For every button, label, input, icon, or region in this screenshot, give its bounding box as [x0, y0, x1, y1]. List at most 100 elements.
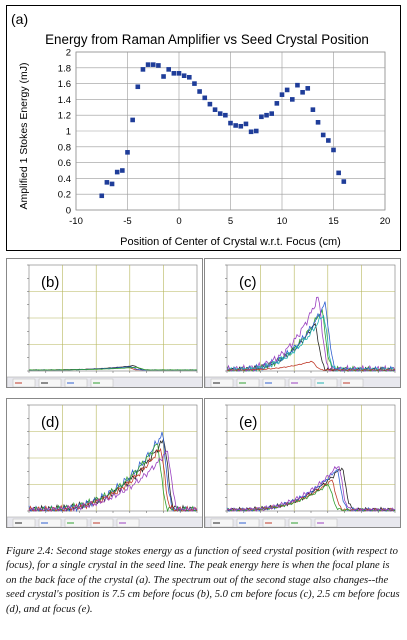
data-point: [228, 120, 233, 126]
legend-swatch-box: [210, 378, 234, 387]
spectrum-series-line: [226, 301, 396, 372]
data-point: [176, 71, 182, 76]
data-point: [217, 111, 223, 116]
y-tick-label: 2: [66, 48, 71, 59]
legend-swatch-box: [12, 518, 36, 527]
spectrum-series-line: [28, 450, 198, 512]
spectrum-series-line: [226, 314, 396, 372]
data-point: [341, 179, 347, 184]
legend-swatch-box: [116, 518, 140, 527]
data-point: [181, 73, 187, 78]
x-tick-label: 5: [228, 216, 233, 227]
data-point: [135, 84, 141, 90]
data-point: [212, 107, 218, 112]
x-tick-label: 20: [380, 216, 391, 227]
data-point: [315, 120, 321, 125]
data-point: [336, 170, 341, 176]
y-tick-label: 1.6: [58, 79, 71, 90]
legend-swatch-box: [90, 378, 114, 387]
data-point: [120, 168, 125, 173]
spectrum-series-line: [28, 443, 198, 513]
spectrum-series-line: [226, 360, 396, 371]
legend-swatch-box: [90, 518, 114, 527]
data-point: [202, 95, 208, 101]
data-point: [279, 92, 285, 97]
y-tick-label: 0: [66, 206, 71, 217]
data-point: [248, 129, 254, 135]
legend-swatch-box: [288, 518, 312, 527]
data-point: [125, 150, 130, 155]
spectrum-panel-label: (e): [239, 414, 257, 431]
data-point: [274, 101, 280, 106]
data-point: [310, 107, 316, 112]
data-point: [233, 123, 238, 128]
legend-swatch-box: [236, 518, 260, 527]
spectrum-panel-label: (b): [41, 274, 59, 291]
data-point: [187, 74, 192, 80]
spectrum-series-line: [28, 366, 198, 371]
data-point: [253, 128, 259, 134]
data-point: [269, 111, 274, 116]
data-point: [156, 63, 161, 68]
data-point: [171, 71, 177, 76]
legend-swatch-box: [38, 378, 62, 387]
legend-swatch-box: [38, 518, 62, 527]
spectrum-panel-c: (c): [204, 258, 401, 388]
data-point: [326, 138, 331, 143]
legend-swatch-box: [262, 518, 286, 527]
data-point: [243, 121, 249, 127]
legend-swatch-box: [64, 378, 88, 387]
data-point: [99, 193, 105, 199]
legend-swatch-box: [262, 378, 286, 387]
legend-swatch-box: [12, 378, 36, 387]
main-chart-svg: (a) Energy from Raman Amplifier vs Seed C…: [11, 11, 391, 248]
legend-swatch-box: [236, 378, 260, 387]
data-point: [264, 112, 269, 118]
data-point: [295, 82, 300, 88]
data-point: [130, 117, 135, 123]
y-tick-label: 1.2: [58, 111, 71, 122]
data-point: [284, 87, 290, 93]
y-tick-label: 0.6: [58, 158, 71, 169]
panel-label-a: (a): [11, 11, 28, 27]
data-point: [305, 86, 311, 91]
legend-swatch-box: [340, 378, 364, 387]
data-point: [145, 62, 151, 67]
data-point: [300, 89, 305, 95]
legend-swatch-box: [314, 378, 338, 387]
x-tick-label: 10: [277, 216, 288, 227]
y-tick-label: 1.8: [58, 63, 71, 74]
spectrum-panel-e: (e): [204, 398, 401, 528]
data-point: [223, 112, 228, 118]
data-point: [140, 67, 146, 72]
data-point: [192, 81, 197, 86]
data-point: [320, 132, 326, 138]
figure-caption: Figure 2.4: Second stage stokes energy a…: [6, 546, 400, 615]
y-axis-label: Amplified 1 Stokes Energy (mJ): [18, 62, 30, 209]
y-tick-label: 0.4: [58, 174, 71, 185]
spectrum-series-line: [226, 479, 396, 512]
x-tick-label: 0: [176, 216, 181, 227]
spectrum-svg-c: (c): [205, 264, 400, 387]
spectrum-svg-e: (e): [205, 404, 400, 527]
x-tick-label: 15: [328, 216, 339, 227]
data-point: [197, 89, 202, 94]
spectrum-panel-label: (c): [239, 274, 257, 291]
spectrum-panel-d: (d): [6, 398, 203, 528]
spectrum-series-line: [226, 465, 396, 512]
legend-swatch-box: [64, 518, 88, 527]
data-point: [259, 114, 264, 120]
y-tick-label: 1: [66, 127, 71, 138]
spectrum-svg-b: (b): [7, 264, 202, 387]
data-point: [104, 180, 110, 185]
spectrum-svg-d: (d): [7, 404, 202, 527]
chart-title: Energy from Raman Amplifier vs Seed Crys…: [45, 32, 369, 47]
data-point: [150, 62, 156, 67]
y-tick-label: 0.2: [58, 190, 71, 201]
y-tick-label: 1.4: [58, 95, 71, 106]
data-point: [290, 97, 295, 102]
legend-swatch-box: [314, 518, 338, 527]
data-point: [161, 74, 166, 79]
x-tick-label: -10: [69, 216, 83, 227]
legend-swatch-box: [288, 378, 312, 387]
